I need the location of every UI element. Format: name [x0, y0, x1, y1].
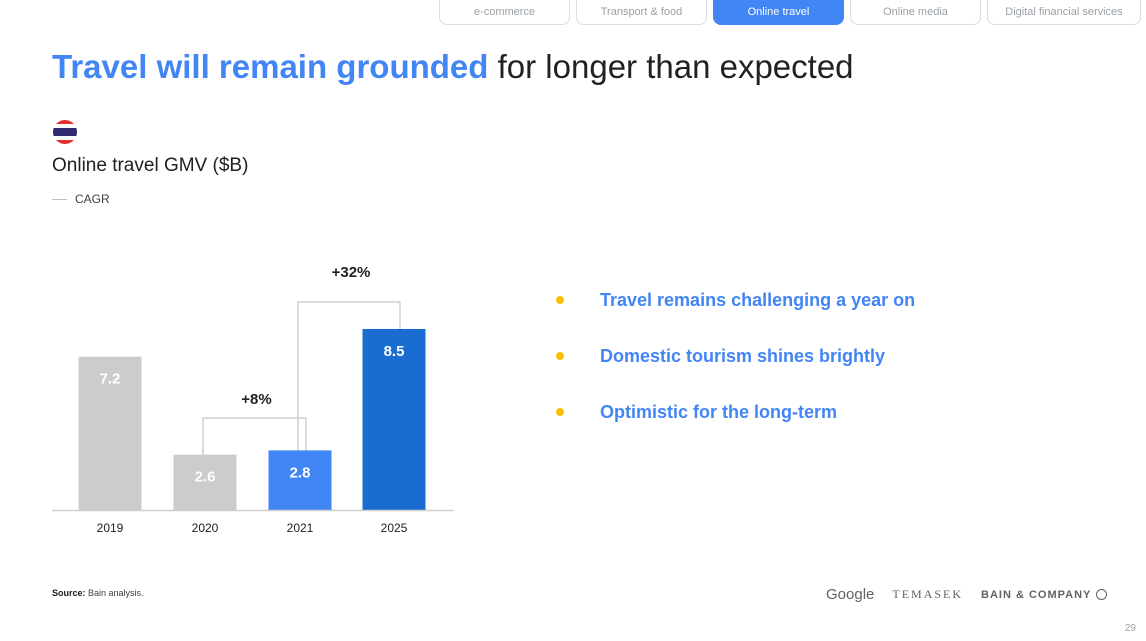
bullet-text: Domestic tourism shines brightly	[600, 345, 886, 366]
page-number: 29	[1124, 623, 1136, 634]
chart-legend: CAGR	[52, 192, 110, 206]
thailand-flag-icon	[53, 120, 77, 144]
key-points: Travel remains challenging a year on Dom…	[556, 286, 915, 454]
x-tick-label: 2021	[287, 521, 314, 535]
title-rest: for longer than expected	[488, 48, 854, 85]
bullet-item: Optimistic for the long-term	[556, 398, 915, 426]
x-tick-label: 2025	[381, 521, 408, 535]
tab-digital-financial-services[interactable]: Digital financial services	[987, 0, 1141, 25]
bullet-text: Travel remains challenging a year on	[600, 289, 916, 310]
bain-logo: BAIN & COMPANY	[981, 588, 1108, 601]
cagr-label: +8%	[241, 391, 271, 408]
x-tick-label: 2020	[192, 521, 219, 535]
tab-e-commerce[interactable]: e-commerce	[439, 0, 570, 25]
bar-value-label: 2.8	[290, 464, 311, 481]
title-highlight: Travel will remain grounded	[52, 48, 489, 85]
cagr-bracket	[202, 417, 307, 455]
bullet-dot	[556, 408, 564, 416]
bar-value-label: 7.2	[100, 371, 121, 388]
bain-mark-icon	[1096, 589, 1108, 600]
x-tick-label: 2019	[97, 521, 124, 535]
bullet-item: Domestic tourism shines brightly	[556, 342, 915, 370]
bullet-text: Optimistic for the long-term	[600, 401, 838, 422]
temasek-logo: TEMASEK	[892, 587, 964, 601]
bullet-dot	[556, 296, 564, 304]
partner-logos: Google TEMASEK BAIN & COMPANY	[826, 586, 1108, 603]
page-title: Travel will remain grounded for longer t…	[52, 48, 854, 86]
source-text: Bain analysis.	[85, 588, 144, 598]
bullet-item: Travel remains challenging a year on	[556, 286, 915, 314]
source-note: Source: Bain analysis.	[52, 588, 144, 598]
bar-2019	[78, 356, 142, 510]
legend-label: CAGR	[75, 192, 110, 206]
tab-transport-food[interactable]: Transport & food	[576, 0, 707, 25]
bullet-dot	[556, 352, 564, 360]
bain-logo-text: BAIN & COMPANY	[981, 588, 1092, 601]
legend-line	[52, 198, 67, 200]
cagr-label: +32%	[332, 264, 371, 281]
bar-2021	[268, 450, 332, 510]
bar-value-label: 2.6	[195, 469, 216, 486]
section-tabs: e-commerce Transport & food Online travel O…	[439, 0, 1141, 25]
google-logo: Google	[826, 586, 875, 603]
tab-online-media[interactable]: Online media	[850, 0, 981, 25]
chart-title: Online travel GMV ($B)	[52, 155, 249, 176]
bar-2025	[362, 329, 426, 510]
cagr-bracket	[297, 301, 401, 451]
source-label: Source:	[52, 588, 86, 598]
tab-online-travel[interactable]: Online travel	[713, 0, 844, 25]
bar-value-label: 8.5	[384, 343, 405, 360]
bar-2020	[173, 454, 237, 510]
